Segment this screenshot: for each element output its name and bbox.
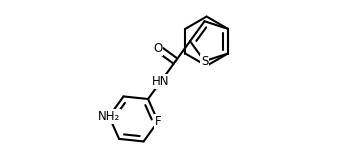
- Text: NH₂: NH₂: [98, 110, 120, 123]
- Text: HN: HN: [152, 75, 170, 88]
- Text: S: S: [201, 55, 208, 68]
- Text: F: F: [155, 115, 161, 128]
- Text: O: O: [153, 42, 162, 55]
